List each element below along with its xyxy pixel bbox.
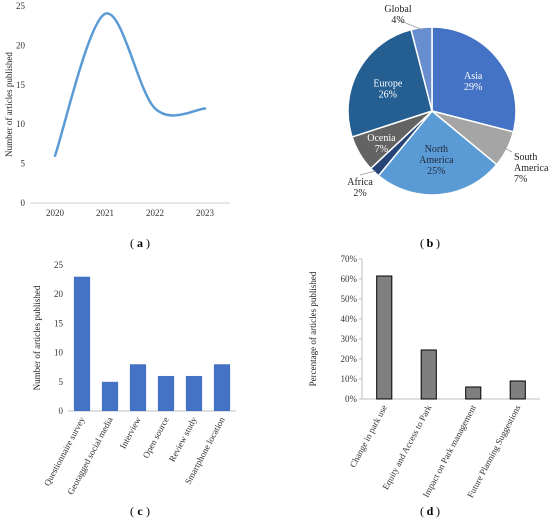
pie-slice-value: 29% [464,82,482,93]
y-axis-title: Number of articles published [32,285,42,390]
panel-b-pie-chart: Asia29%SouthAmerica7%NorthAmerica25%Afri… [347,4,549,199]
pie-leader-line [359,170,376,176]
pie-leader-line [505,148,513,153]
caption-a: ( a ) [130,236,150,250]
y-tick-label: 30% [341,334,358,344]
y-tick-label: 20 [54,289,64,299]
x-tick-label: 2021 [96,208,114,218]
x-tick-label: 2020 [46,208,65,218]
panel-a-line-chart: 0 5 10 15 20 25 2020 2021 2022 2023 Number of arti… [4,1,230,218]
series-line [53,12,207,157]
pie-slice [410,26,433,112]
pie-slice-value: 7% [514,174,527,185]
x-tick-label: 2023 [196,208,215,218]
pie-slice-name: South [514,152,537,163]
pie-slice-value: 4% [391,15,404,26]
svg-text:): ) [436,504,440,518]
x-tick-label: Equity and Access to Park [380,403,433,492]
y-tick-label: 10 [16,119,26,129]
x-tick-label: Change in park use [348,403,389,469]
y-tick-label: 20 [16,40,26,50]
y-tick-label: 25 [16,1,26,11]
y-tick-label: 0 [21,198,26,208]
svg-text:): ) [146,236,150,250]
pie-slice-name: America [514,163,549,174]
y-tick-label: 5 [21,159,26,169]
pie-slice-name: America [419,155,454,166]
bar [376,275,393,400]
pie-slice-value: 25% [427,166,445,177]
pie-slice [377,109,498,196]
pie-slice-name: Ocenia [367,133,396,144]
x-tick-label: Interview [118,415,143,451]
pie-leader-line [397,19,422,30]
bar [213,364,231,411]
svg-text:(: ( [130,236,134,250]
y-tick-label: 5 [59,377,64,387]
svg-text:c: c [137,504,143,518]
x-tick-label: Review study [167,415,199,464]
x-tick-label: Open source [141,415,171,460]
pie-slice-name: Africa [347,177,373,188]
y-tick-label: 10 [54,348,64,358]
svg-text:): ) [146,504,150,518]
pie-slice-name: North [425,144,448,155]
y-tick-label: 15 [54,318,64,328]
bar [157,375,175,411]
y-tick-label: 0% [345,394,358,404]
y-axis-title: Percentage of articles published [308,271,318,386]
y-tick-label: 40% [341,314,358,324]
y-tick-label: 50% [341,294,358,304]
svg-text:(: ( [420,236,424,250]
bar [101,381,119,411]
caption-b: ( b ) [420,236,440,250]
pie-slice-name: Asia [464,71,483,82]
y-axis-title: Number of articles published [4,52,14,157]
y-tick-label: 10% [341,374,358,384]
pie-slice-name: Global [384,4,411,15]
bar [420,349,437,400]
panel-d-bar-chart: 0% 10% 20% 30% 40% 50% 60% 70% Change in park us… [308,254,540,499]
y-tick-label: 15 [16,80,26,90]
pie-slice-value: 2% [353,188,366,199]
svg-text:a: a [137,236,143,250]
y-tick-label: 25 [54,260,64,270]
bar [185,375,203,411]
bar [509,380,526,400]
y-tick-label: 60% [341,274,358,284]
pie-slice-value: 7% [375,144,388,155]
svg-text:(: ( [130,504,134,518]
bar [465,386,482,400]
bar [129,364,147,411]
y-tick-label: 70% [341,254,358,264]
svg-text:b: b [427,236,434,250]
pie-slice [431,26,517,133]
caption-c: ( c ) [130,504,150,518]
pie-slice-name: Europe [373,79,402,90]
y-tick-label: 0 [59,406,64,416]
svg-text:d: d [427,504,434,518]
svg-text:(: ( [420,504,424,518]
svg-text:): ) [436,236,440,250]
caption-d: ( d ) [420,504,440,518]
x-tick-label: 2022 [146,208,164,218]
pie-slice-value: 26% [379,90,397,101]
pie-slice [347,28,433,138]
y-tick-label: 20% [341,354,358,364]
bar [73,276,91,411]
x-tick-label: Future Planning Suggestions [465,403,523,500]
